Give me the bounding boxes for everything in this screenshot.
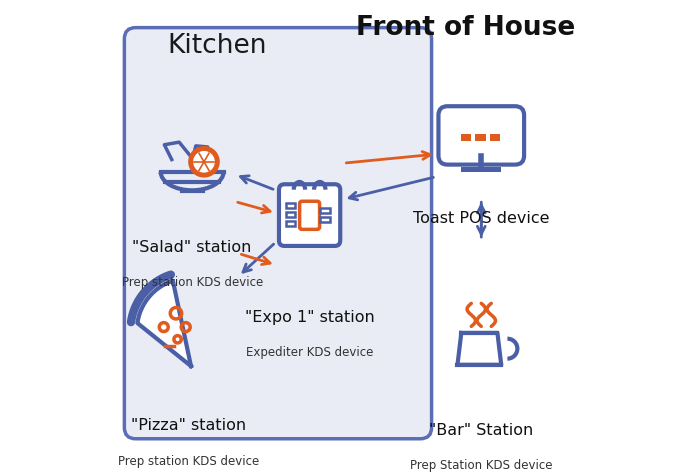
Bar <box>286 203 295 209</box>
Text: Front of House: Front of House <box>356 15 575 41</box>
Polygon shape <box>457 333 501 365</box>
FancyBboxPatch shape <box>299 201 319 229</box>
Text: Kitchen: Kitchen <box>167 33 267 59</box>
Text: "Salad" station: "Salad" station <box>132 240 252 255</box>
Bar <box>320 208 329 213</box>
Polygon shape <box>137 281 191 366</box>
Text: Prep Station KDS device: Prep Station KDS device <box>410 459 553 472</box>
Text: Toast POS device: Toast POS device <box>413 210 550 226</box>
Bar <box>320 217 329 222</box>
Text: Prep station KDS device: Prep station KDS device <box>122 276 263 289</box>
Text: Expediter KDS device: Expediter KDS device <box>246 346 373 359</box>
Text: "Expo 1" station: "Expo 1" station <box>245 310 374 325</box>
Bar <box>461 135 471 141</box>
Bar <box>490 135 500 141</box>
FancyBboxPatch shape <box>279 184 340 246</box>
Text: Prep station KDS device: Prep station KDS device <box>118 455 260 467</box>
Bar <box>475 135 486 141</box>
Wedge shape <box>190 148 218 176</box>
Wedge shape <box>194 152 214 172</box>
Text: "Bar" Station: "Bar" Station <box>429 423 533 438</box>
Text: "Pizza" station: "Pizza" station <box>132 419 246 433</box>
FancyBboxPatch shape <box>438 106 524 164</box>
Bar <box>461 167 501 173</box>
FancyBboxPatch shape <box>125 27 432 439</box>
Bar <box>286 212 295 218</box>
Bar <box>286 220 295 226</box>
